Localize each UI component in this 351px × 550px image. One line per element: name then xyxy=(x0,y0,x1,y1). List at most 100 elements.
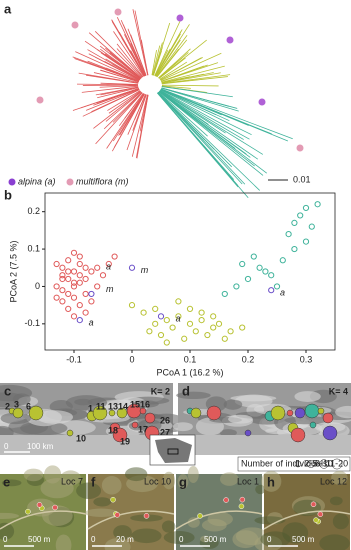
sample xyxy=(317,511,324,518)
point xyxy=(152,305,159,312)
site-label: 13 xyxy=(108,401,118,411)
branch xyxy=(160,88,293,140)
point xyxy=(244,275,252,283)
branch xyxy=(78,72,139,84)
site-label: 11 xyxy=(96,401,106,411)
branch xyxy=(155,33,181,77)
site-pie xyxy=(190,407,202,419)
x-tick-label: 0 xyxy=(129,354,134,364)
branch xyxy=(124,93,144,119)
point xyxy=(70,249,78,256)
relief xyxy=(335,405,351,419)
size-swatch xyxy=(294,460,302,468)
site-pie xyxy=(286,409,294,417)
branch xyxy=(161,65,225,83)
sample xyxy=(25,508,31,515)
k-label: K= 4 xyxy=(329,386,348,396)
site-pie xyxy=(139,407,147,415)
branch xyxy=(157,92,243,185)
site-label: 27 xyxy=(160,427,170,437)
branch xyxy=(159,90,264,155)
branch xyxy=(116,48,143,78)
y-tick-label: 0 xyxy=(35,281,40,291)
point xyxy=(59,287,66,294)
relief xyxy=(172,422,193,432)
point xyxy=(215,320,223,327)
texture xyxy=(93,497,112,507)
relief xyxy=(219,429,237,437)
branch xyxy=(118,31,145,77)
relief xyxy=(230,395,277,402)
branch xyxy=(158,91,208,137)
point xyxy=(65,268,72,275)
point xyxy=(233,283,240,290)
point xyxy=(76,302,83,309)
branch xyxy=(93,88,140,106)
k-label: K= 2 xyxy=(151,386,170,396)
texture xyxy=(162,471,176,490)
point xyxy=(88,268,95,275)
point xyxy=(88,298,95,305)
texture xyxy=(76,482,102,499)
branch xyxy=(112,92,143,123)
point xyxy=(59,275,66,283)
point xyxy=(82,264,89,271)
point xyxy=(204,331,211,339)
branch xyxy=(135,94,149,159)
point xyxy=(59,298,66,305)
x-tick-label: 0.2 xyxy=(242,354,255,364)
texture xyxy=(254,516,286,525)
scale-label: 0 xyxy=(91,535,96,544)
branch xyxy=(126,94,147,151)
branch xyxy=(72,88,139,111)
point-annotation: a xyxy=(89,317,94,327)
point xyxy=(210,313,217,320)
texture xyxy=(201,518,227,532)
point xyxy=(111,253,118,260)
branch xyxy=(131,94,148,157)
branch xyxy=(159,90,209,125)
site-label: 2 xyxy=(5,401,10,411)
branch xyxy=(157,92,235,180)
branch xyxy=(157,92,246,185)
sample xyxy=(143,513,150,519)
texture xyxy=(124,467,148,482)
branch xyxy=(87,49,141,80)
branch xyxy=(161,86,233,98)
x-tick-label: 0.1 xyxy=(184,354,197,364)
sample xyxy=(313,517,319,523)
sample xyxy=(223,497,229,503)
relief xyxy=(36,410,74,424)
point xyxy=(53,283,60,290)
point xyxy=(291,219,298,227)
branch xyxy=(158,57,182,79)
point xyxy=(314,201,321,208)
branch xyxy=(104,53,141,80)
point xyxy=(268,287,275,294)
site-pie xyxy=(290,427,306,443)
point xyxy=(65,275,72,283)
branch xyxy=(93,72,139,83)
branch xyxy=(104,61,140,81)
size-label: 6-10 xyxy=(315,458,333,468)
site-label: 6 xyxy=(26,401,31,411)
site-pie xyxy=(309,421,317,429)
branch xyxy=(81,85,139,93)
relief xyxy=(294,391,321,402)
point xyxy=(181,335,188,342)
branch xyxy=(116,43,144,78)
texture xyxy=(23,468,44,482)
panel-label: f xyxy=(91,474,96,489)
site-label: 16 xyxy=(140,399,150,409)
panel-label: a xyxy=(4,1,12,16)
branch xyxy=(159,90,251,158)
tip-dot xyxy=(226,36,234,44)
branch xyxy=(94,31,143,78)
texture xyxy=(104,538,131,550)
scale-label: 0 xyxy=(3,535,8,544)
site-pie xyxy=(12,407,24,419)
relief xyxy=(223,399,243,410)
panel-label: h xyxy=(267,474,275,489)
branch xyxy=(152,45,161,76)
branch xyxy=(155,24,190,77)
